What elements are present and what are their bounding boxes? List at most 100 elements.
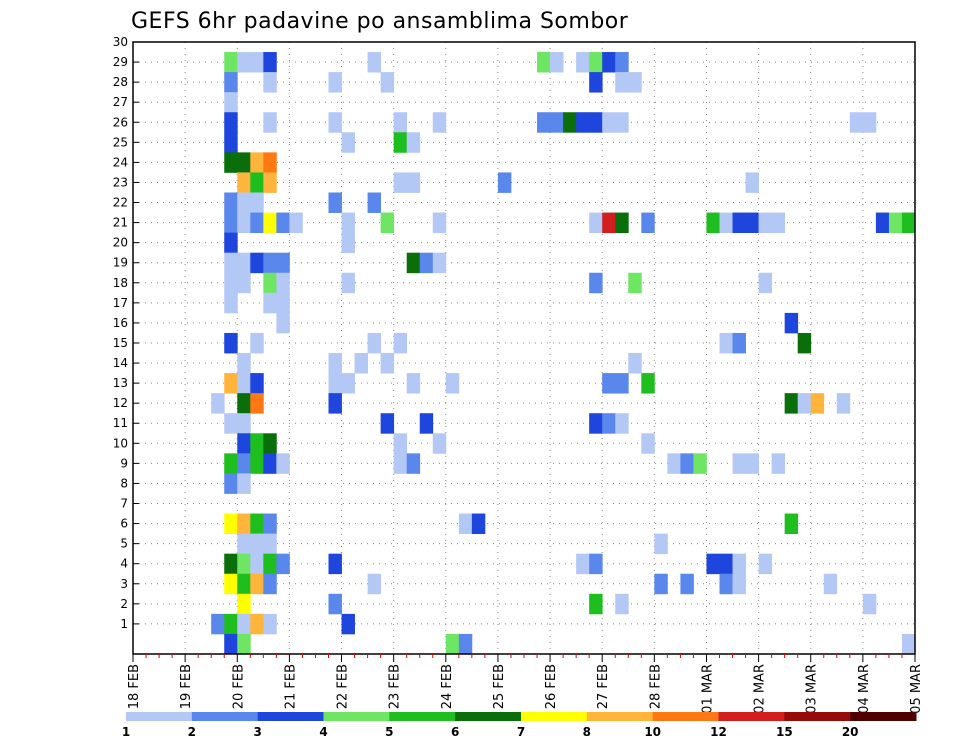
x-date-label: 24 FEB (440, 664, 455, 709)
precip-cell (367, 332, 382, 354)
precip-cell (901, 212, 916, 234)
x-date-label: 03 MAR (805, 664, 820, 714)
colorbar-label: 4 (319, 725, 327, 739)
precip-cell (589, 553, 603, 575)
precip-cell (797, 332, 812, 354)
precip-cell (823, 573, 838, 595)
precip-cell (589, 112, 603, 133)
precip-cell (328, 373, 342, 394)
precip-cell (836, 393, 851, 414)
x-date-label: 20 FEB (231, 664, 246, 709)
x-date-label: 26 FEB (544, 664, 559, 709)
precip-cell (263, 573, 277, 595)
precip-cell (797, 393, 812, 414)
precip-cell (810, 393, 825, 414)
precip-cell (263, 533, 277, 555)
colorbar-swatch (521, 712, 588, 721)
precip-cell (576, 112, 590, 133)
precip-cell (419, 252, 434, 274)
y-tick-label: 5 (120, 537, 128, 551)
y-axis: 1234567891011121314151617181920212223242… (113, 35, 139, 631)
precip-cell (237, 553, 251, 575)
y-tick-label: 14 (113, 356, 128, 370)
precip-cell (328, 192, 342, 213)
precip-cell (341, 613, 355, 635)
precip-cell (589, 272, 603, 294)
y-tick-label: 23 (113, 175, 128, 189)
precip-cell (745, 172, 759, 193)
precip-cell (263, 172, 277, 193)
precip-cell (680, 453, 694, 474)
precip-cell (263, 613, 277, 635)
precip-cell (224, 272, 238, 294)
y-tick-label: 24 (113, 155, 128, 169)
precip-cell (250, 212, 264, 234)
precip-cell (263, 72, 277, 93)
precip-cell (224, 152, 238, 173)
precip-cell (745, 453, 759, 474)
precip-cell (628, 72, 642, 93)
precip-cell (654, 533, 668, 555)
precip-cell (224, 633, 238, 655)
precip-cell (276, 453, 290, 474)
precip-cell (550, 112, 564, 133)
precip-cell (328, 353, 342, 374)
precip-cell (328, 393, 342, 414)
precip-cell (393, 112, 408, 133)
colorbar-label: 2 (188, 725, 196, 739)
precip-cell (250, 553, 264, 575)
precip-cell (875, 212, 890, 234)
y-tick-label: 26 (113, 115, 128, 129)
precip-cell (367, 192, 382, 213)
precip-cell (250, 52, 264, 73)
precip-cell (224, 232, 238, 254)
precip-cell (263, 453, 277, 474)
precip-cell (224, 132, 238, 153)
precip-cell (849, 112, 864, 133)
precip-cell (224, 292, 238, 314)
precip-cell (602, 212, 616, 234)
precip-cell (380, 72, 395, 93)
cells-layer (211, 52, 916, 655)
colorbar-label: 1 (122, 725, 130, 739)
precip-cell (250, 613, 264, 635)
y-tick-label: 22 (113, 196, 128, 210)
precip-cell (432, 212, 447, 234)
y-tick-label: 15 (113, 336, 128, 350)
precip-cell (328, 72, 342, 93)
y-tick-label: 21 (113, 216, 128, 230)
precip-cell (862, 593, 877, 615)
precip-cell (276, 312, 290, 334)
y-tick-label: 10 (113, 436, 128, 450)
precip-cell (589, 52, 603, 73)
precip-cell (341, 373, 355, 394)
precip-cell (537, 112, 551, 133)
precip-cell (589, 212, 603, 234)
x-date-label: 04 MAR (857, 664, 872, 714)
x-date-label: 18 FEB (127, 664, 142, 709)
colorbar-swatch (455, 712, 522, 721)
precip-cell (550, 52, 564, 73)
precip-cell (237, 533, 251, 555)
precip-cell (250, 192, 264, 213)
colorbar-label: 8 (583, 725, 591, 739)
precip-cell (237, 453, 251, 474)
precip-cell (602, 112, 616, 133)
precip-cell (745, 212, 759, 234)
precip-cell (432, 112, 447, 133)
y-tick-label: 18 (113, 276, 128, 290)
precip-cell (732, 553, 746, 575)
precip-cell (537, 52, 551, 73)
precip-cell (250, 152, 264, 173)
precip-cell (224, 573, 238, 595)
precip-cell (719, 332, 733, 354)
precip-cell (276, 292, 290, 314)
precip-cell (380, 413, 395, 434)
precip-cell (393, 132, 408, 153)
precip-cell (576, 553, 590, 575)
precip-cell (380, 353, 395, 374)
colorbar-swatch (323, 712, 390, 721)
precip-cell (732, 573, 746, 595)
precip-cell (263, 212, 277, 234)
precip-cell (641, 373, 655, 394)
